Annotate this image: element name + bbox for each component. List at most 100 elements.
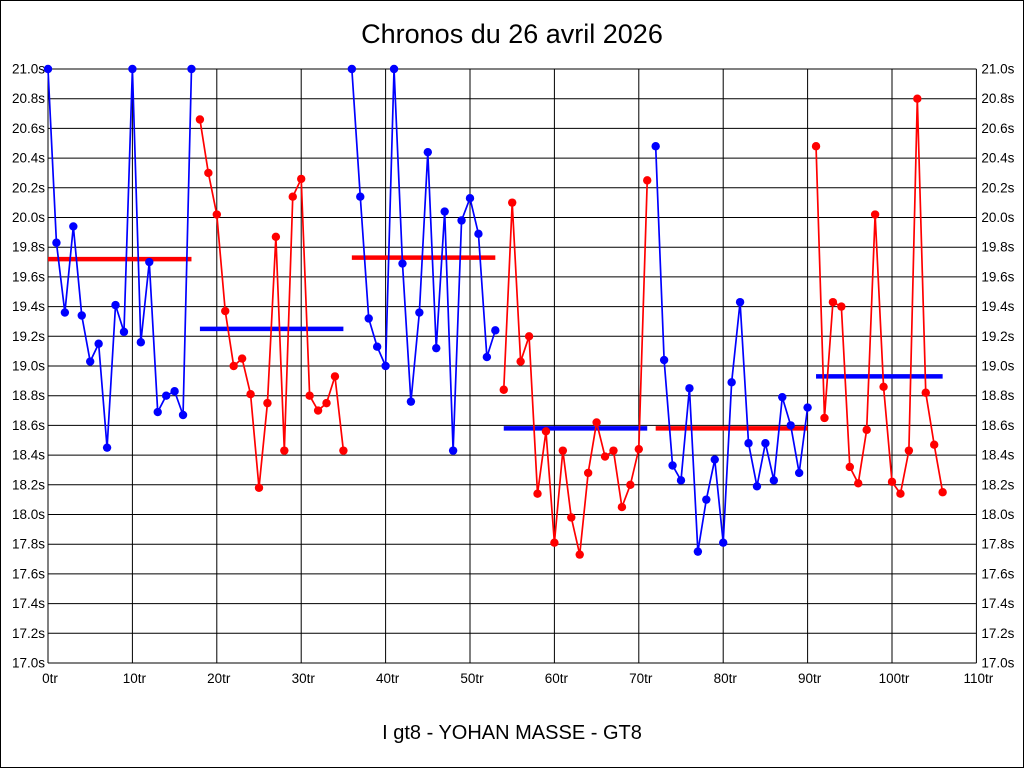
y-tick-label-left: 20.4s [12, 151, 45, 166]
lap-point [280, 446, 289, 455]
lap-point [761, 439, 770, 448]
lap-point [600, 452, 610, 461]
lap-point [440, 207, 449, 216]
lap-point [313, 406, 323, 415]
x-tick-label: 30tr [292, 671, 316, 686]
lap-point [719, 538, 728, 547]
lap-point [710, 455, 719, 464]
x-tick-label: 50tr [460, 671, 484, 686]
lap-point [356, 192, 365, 201]
lap-point [778, 392, 787, 402]
lap-point [803, 403, 812, 412]
y-tick-label-right: 19.4s [981, 299, 1014, 314]
series-relais-6 [811, 94, 947, 498]
y-tick-label-right: 20.4s [981, 151, 1014, 166]
lap-point [263, 398, 272, 408]
y-tick-label-right: 17.6s [981, 566, 1014, 581]
y-tick-label-left: 18.8s [12, 388, 45, 403]
lap-point [136, 338, 146, 347]
x-tick-label: 90tr [798, 671, 822, 686]
lap-point [389, 64, 399, 74]
lap-point [111, 300, 120, 310]
lap-point [921, 388, 930, 397]
x-tick-label: 100tr [879, 671, 910, 686]
lap-point [541, 427, 551, 436]
y-tick-label-right: 17.8s [981, 537, 1014, 552]
lap-point [339, 446, 348, 455]
y-tick-label-left: 17.6s [12, 566, 45, 581]
series-relais-1 [43, 64, 196, 452]
y-tick-label-right: 20.0s [981, 210, 1014, 225]
lap-point [862, 425, 871, 435]
lap-point [43, 64, 53, 74]
lap-point [752, 482, 762, 491]
lap-point [913, 94, 922, 103]
y-tick-label-left: 20.0s [12, 210, 45, 225]
lap-point [119, 327, 129, 337]
y-tick-label-right: 18.8s [981, 388, 1014, 403]
lap-point [474, 229, 483, 239]
lap-point [52, 238, 61, 247]
lap-point [195, 115, 205, 124]
lap-point [187, 64, 196, 74]
lap-point [879, 382, 888, 391]
y-tick-label-right: 18.2s [981, 477, 1014, 492]
chart-footer: I gt8 - YOHAN MASSE - GT8 [382, 722, 642, 744]
lap-point [550, 538, 559, 547]
lap-point [567, 513, 576, 522]
y-tick-label-left: 20.6s [12, 121, 45, 136]
lap-point [643, 176, 652, 185]
lap-point [786, 421, 795, 430]
lap-point [330, 372, 340, 381]
lap-point [161, 391, 171, 400]
x-tick-label: 40tr [376, 671, 400, 686]
lap-point [322, 398, 331, 408]
lap-point [398, 259, 407, 268]
lap-point [820, 413, 829, 423]
y-tick-label-right: 17.2s [981, 626, 1014, 641]
lap-point [432, 343, 441, 353]
lap-point [237, 354, 247, 363]
lap-point [735, 297, 745, 307]
lap-point [896, 489, 905, 498]
y-tick-label-left: 21.0s [12, 62, 45, 77]
lap-point [69, 222, 78, 231]
lap-point [145, 257, 154, 267]
lap-point [685, 384, 694, 393]
y-tick-label-right: 19.6s [981, 269, 1014, 284]
y-tick-label-right: 19.0s [981, 359, 1014, 374]
lap-point [128, 64, 137, 74]
lap-point [904, 446, 914, 455]
lap-point [794, 468, 804, 478]
lap-point [229, 361, 238, 371]
y-tick-label-left: 17.4s [12, 596, 45, 611]
lap-point [609, 446, 618, 455]
x-tick-label: 10tr [123, 671, 147, 686]
lap-point [651, 142, 660, 151]
lap-point [364, 314, 373, 323]
lap-point [94, 339, 103, 348]
lap-point [828, 297, 838, 307]
y-tick-label-right: 20.2s [981, 180, 1014, 195]
lap-point [178, 410, 188, 420]
y-tick-label-left: 17.2s [12, 626, 45, 641]
lap-point [938, 488, 947, 497]
lap-point [676, 476, 686, 485]
y-tick-label-left: 18.4s [12, 448, 45, 463]
lap-point [930, 440, 939, 449]
lap-point [297, 174, 306, 184]
y-tick-label-left: 17.8s [12, 537, 45, 552]
x-tick-label: 80tr [714, 671, 738, 686]
lap-point [811, 142, 821, 151]
lap-point [634, 444, 643, 454]
lap-point [423, 147, 432, 157]
lap-point [702, 495, 711, 504]
lap-point [204, 168, 213, 178]
lap-point [558, 446, 568, 455]
lap-point [575, 550, 584, 559]
lap-point [668, 461, 677, 470]
lap-point [212, 210, 221, 219]
lap-point [854, 479, 863, 488]
lap-point [592, 418, 601, 427]
